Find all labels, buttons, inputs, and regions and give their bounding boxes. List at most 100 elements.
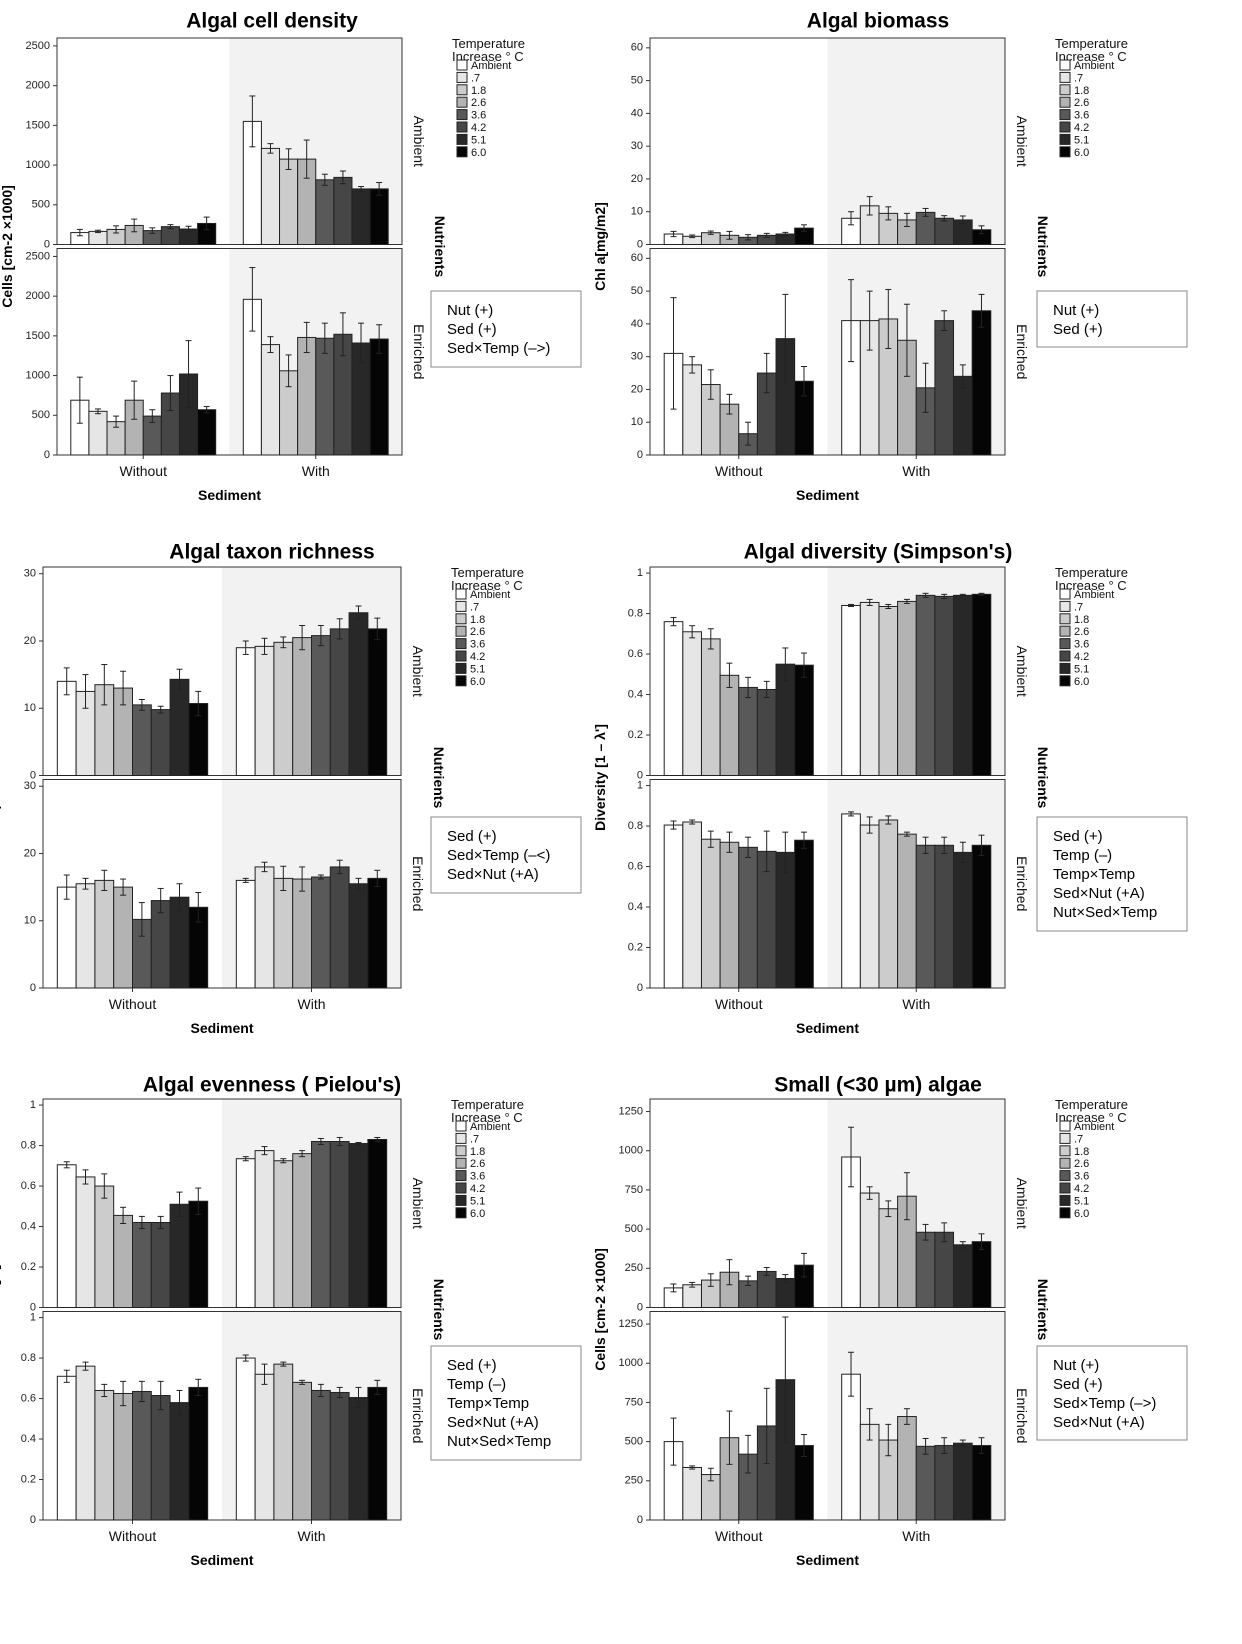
x-tick-label: Without — [109, 996, 157, 1012]
bar — [132, 704, 152, 776]
y-tick-label: 0 — [637, 769, 643, 781]
bar — [150, 709, 171, 776]
y-tick-label: 0 — [30, 1514, 36, 1526]
bar — [254, 645, 275, 776]
bar — [700, 1474, 721, 1521]
bar — [682, 821, 702, 989]
legend-label: 5.1 — [470, 663, 485, 675]
effects-box: Nut (+) Sed (+) — [1036, 290, 1188, 348]
legend-label: 6.0 — [1074, 676, 1089, 688]
facet-strip-label: Ambient — [410, 1178, 426, 1229]
bar — [88, 410, 108, 456]
nutrients-label: Nutrients — [1035, 747, 1051, 809]
legend-label: 1.8 — [471, 85, 486, 97]
legend-swatch — [1059, 96, 1071, 108]
bar — [756, 688, 777, 776]
bar — [738, 846, 758, 989]
y-tick-label: 1 — [30, 1099, 36, 1111]
legend-label: 5.1 — [1074, 1195, 1089, 1207]
legend-title: Temperature — [1055, 36, 1128, 51]
bar — [367, 628, 388, 777]
bar — [150, 1221, 171, 1309]
bar — [311, 635, 331, 776]
legend-swatch — [1059, 1120, 1071, 1132]
legend-swatch — [1059, 662, 1071, 674]
bar — [311, 1389, 331, 1521]
legend-label: 4.2 — [471, 122, 486, 134]
bar — [738, 686, 758, 776]
legend-label: 6.0 — [471, 147, 486, 159]
facet-strip-label: Ambient — [411, 116, 427, 167]
y-tick-label: 0.4 — [628, 901, 643, 913]
legend-swatch — [456, 121, 468, 133]
bar — [841, 604, 861, 777]
facet-strip-label: Ambient — [1014, 1178, 1030, 1229]
facet-panel: 0 0.2 0.4 0.6 0.8 1 Ambient — [628, 566, 1030, 781]
y-tick-label: 20 — [631, 383, 643, 395]
bar — [971, 1241, 992, 1308]
y-tick-label: 750 — [625, 1396, 643, 1408]
legend-swatch — [455, 1157, 467, 1169]
x-tick-label: Without — [715, 463, 763, 479]
bar — [273, 641, 294, 777]
facet-panel: 0 10 20 30 40 50 60 Ambient — [631, 37, 1030, 250]
bar — [369, 338, 389, 456]
legend-label: .7 — [470, 601, 479, 613]
legend-swatch — [1059, 625, 1071, 637]
bar — [971, 593, 992, 777]
legend-swatch — [1059, 1182, 1071, 1194]
y-tick-label: 10 — [631, 416, 643, 428]
chart-panel: Algal cell density 0 500 1000 1500 2000 2500 Am… — [0, 10, 582, 503]
chart-title: Small (<30 µm) algae — [774, 1074, 982, 1097]
effects-box: Nut (+) Sed (+) Sed×Temp (–>) — [430, 290, 582, 368]
y-tick-label: 0.6 — [628, 648, 643, 660]
bar — [56, 1164, 77, 1308]
panel-frame — [42, 1311, 402, 1521]
bar — [279, 158, 299, 245]
legend-label: 2.6 — [1074, 1158, 1089, 1170]
y-tick-label: 0 — [637, 982, 643, 994]
legend-title: Increase ° C — [1055, 578, 1127, 593]
legend-swatch — [455, 625, 467, 637]
legend-swatch — [1059, 1170, 1071, 1182]
legend-label: 1.8 — [1074, 614, 1089, 626]
bar — [56, 1375, 77, 1521]
effect-label: Sed×Temp (–>) — [447, 340, 550, 357]
bar — [235, 1158, 256, 1309]
legend-swatch — [1059, 638, 1071, 650]
bar — [934, 217, 955, 245]
legend-swatch — [455, 1207, 467, 1219]
x-axis-label: Sediment — [198, 487, 261, 503]
legend-swatch — [1059, 1157, 1071, 1169]
y-tick-label: 250 — [625, 1262, 643, 1274]
bar — [132, 1390, 152, 1521]
y-tick-label: 1500 — [26, 330, 50, 342]
x-axis-label: Sediment — [796, 487, 859, 503]
nutrients-label: Nutrients — [432, 216, 448, 278]
bar — [367, 1138, 388, 1309]
bar — [113, 1392, 134, 1521]
facet-panel: 0 250 500 750 1000 1250 Enriched — [619, 1311, 1030, 1526]
legend-swatch — [456, 96, 468, 108]
bar — [915, 844, 936, 989]
y-tick-label: 1500 — [26, 119, 50, 131]
effect-label: Temp×Temp — [1053, 866, 1135, 883]
y-tick-label: 500 — [32, 409, 50, 421]
y-axis-label: Taxa per mesocosm — [0, 711, 1, 845]
bar — [329, 628, 350, 777]
legend-swatch — [456, 109, 468, 121]
y-axis-label: Cells [cm-2 ×1000] — [592, 1248, 608, 1371]
y-tick-label: 50 — [631, 75, 643, 87]
legend-swatch — [455, 600, 467, 612]
y-tick-label: 0.8 — [21, 1352, 36, 1364]
legend-label: 3.6 — [1074, 110, 1089, 122]
bar — [897, 600, 917, 776]
bar — [953, 1244, 973, 1308]
legend-swatch — [1059, 1132, 1071, 1144]
y-tick-label: 0.4 — [21, 1220, 36, 1232]
legend-title: Temperature — [451, 1097, 524, 1112]
x-tick-label: Without — [120, 463, 168, 479]
bar — [311, 1141, 331, 1309]
